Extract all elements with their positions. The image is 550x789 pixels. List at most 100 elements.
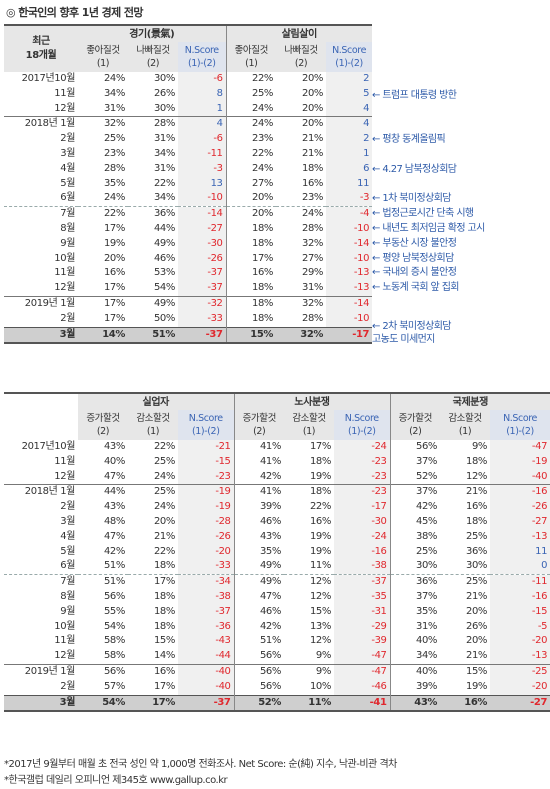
top-cell: 49% <box>153 237 175 249</box>
top-cell: 22% <box>153 177 175 189</box>
top-table-row: 10월 20% 46% -26 17% 27% -10 <box>4 251 373 267</box>
bot-cell: -38 <box>178 589 234 605</box>
top-subheader: 좋아질것 (1) <box>225 42 277 72</box>
bot-row-label: 2018년 1월 <box>4 484 78 501</box>
bot-cell: 19% <box>309 530 331 542</box>
top-cell: 17% <box>103 312 125 324</box>
bot-subheader-formula: (1) <box>458 426 472 437</box>
bot-row-label: 2월 <box>4 500 78 515</box>
bot-cell: 30% <box>465 560 488 572</box>
top-row-label: 11월 <box>4 86 78 102</box>
bot-table-row: 9월 55% 18% -37 46% 15% -31 35% 20% -15 <box>4 604 550 620</box>
bot-cell: -13 <box>490 529 550 545</box>
top-group-header: 경기(景氣) <box>78 24 227 42</box>
top-subheader: N.Score (1)-(2) <box>326 42 373 72</box>
bot-subheader-formula: (2) <box>409 426 422 437</box>
top-row-label: 3월 <box>4 146 78 162</box>
top-cell: -10 <box>178 191 227 207</box>
bot-cell: 11% <box>284 694 334 713</box>
top-cell: 2 <box>326 132 373 147</box>
bot-cell: -30 <box>334 514 391 530</box>
top-cell: 16% <box>103 267 125 279</box>
bot-subheader: N.Score (1)-(2) <box>178 410 234 440</box>
bot-cell: 37% <box>389 484 441 501</box>
bot-table-row: 2월 43% 24% -19 39% 22% -17 42% 16% -26 <box>4 500 550 515</box>
top-subheader-formula: (2) <box>146 58 160 69</box>
bot-cell: 17% <box>153 680 175 692</box>
bot-table-row: 6월 51% 18% -33 49% 11% -38 30% 30% 0 <box>4 559 550 575</box>
top-cell: 32% <box>276 326 327 345</box>
bot-table-row: 7월 51% 17% -34 49% 12% -37 36% 25% -11 <box>4 574 550 590</box>
top-cell: -10 <box>326 251 373 267</box>
bot-row-label: 3월 <box>4 694 78 713</box>
top-cell: 31% <box>153 162 175 174</box>
top-cell: 24% <box>103 73 125 84</box>
bot-cell: -16 <box>334 544 391 560</box>
top-cell: 28% <box>103 162 125 174</box>
top-cell: 31% <box>153 133 175 145</box>
bot-cell: 49% <box>233 559 284 575</box>
top-cell: -6 <box>178 132 227 147</box>
bot-cell: -19 <box>178 500 234 515</box>
top-cell: 11 <box>326 176 373 192</box>
bot-cell: -36 <box>178 619 234 635</box>
bot-cell: 12% <box>465 470 488 482</box>
top-cell: -4 <box>326 206 373 222</box>
bot-cell: 45% <box>389 514 441 530</box>
bot-cell: -23 <box>178 469 234 485</box>
top-subheader-name: 나빠질것 <box>284 45 318 56</box>
top-row-label: 12월 <box>4 101 78 117</box>
bot-cell: -35 <box>334 589 391 605</box>
bot-cell: -11 <box>490 574 550 590</box>
top-row-label: 8월 <box>4 221 78 237</box>
bot-cell: 51% <box>103 560 125 572</box>
top-cell: -37 <box>178 266 227 282</box>
bot-cell: 43% <box>103 501 125 513</box>
bot-cell: 16% <box>440 694 491 713</box>
bot-cell: 47% <box>103 530 125 542</box>
bot-cell: 34% <box>389 649 441 665</box>
top-cell: 30% <box>153 102 175 114</box>
top-cell: -30 <box>178 236 227 252</box>
bot-subheader-name: 감소할것 <box>448 413 482 424</box>
top-cell: 34% <box>153 192 175 204</box>
bot-row-label: 9월 <box>4 604 78 620</box>
top-cell: 24% <box>225 116 277 133</box>
top-row-label: 7월 <box>4 206 78 222</box>
bot-cell: 21% <box>465 590 488 602</box>
bot-cell: 35% <box>389 604 441 620</box>
bot-cell: 18% <box>465 515 488 527</box>
bot-subheader: N.Score (1)-(2) <box>334 410 391 440</box>
top-table-row: 2018년 1월 32% 28% 4 24% 20% 4 <box>4 116 373 133</box>
top-cell: 18% <box>225 236 277 252</box>
annotation-event: ← 평창 동계올림픽 <box>372 134 446 146</box>
bot-cell: 22% <box>153 441 175 452</box>
top-header-sub: 좋아질것 (1) 나빠질것 (2) N.Score (1)-(2) 좋아질것 (1) 나빠질것 (… <box>4 42 373 72</box>
top-subheader: 좋아질것 (1) <box>78 42 128 72</box>
bot-cell: 35% <box>233 544 284 560</box>
annotation-event: ← 평양 남북정상회담 <box>372 252 454 264</box>
top-cell: 24% <box>225 161 277 177</box>
top-row-label: 12월 <box>4 281 78 297</box>
top-cell: 20% <box>225 191 277 207</box>
bot-cell: 56% <box>389 440 441 455</box>
bot-row-label: 2019년 1월 <box>4 663 78 680</box>
top-cell: 22% <box>225 146 277 162</box>
bot-cell: -31 <box>334 604 391 620</box>
top-cell: 26% <box>153 87 175 99</box>
bot-cell: -47 <box>334 663 391 680</box>
bot-cell: -39 <box>334 634 391 650</box>
top-cell: 16% <box>302 177 324 189</box>
top-cell: 32% <box>78 116 128 133</box>
bot-cell: 25% <box>128 484 178 501</box>
bot-cell: 17% <box>309 441 331 452</box>
top-row-label: 11월 <box>4 266 78 282</box>
bot-table-row: 11월 58% 15% -43 51% 12% -39 40% 20% -20 <box>4 634 550 650</box>
bot-subheader-formula: (1)-(2) <box>191 426 220 437</box>
top-cell: 21% <box>302 133 324 145</box>
top-cell: 34% <box>103 87 125 99</box>
bot-cell: 58% <box>103 650 125 662</box>
bot-cell: 21% <box>153 530 175 542</box>
top-cell: 34% <box>153 147 175 159</box>
bot-subheader-name: N.Score <box>503 413 537 424</box>
